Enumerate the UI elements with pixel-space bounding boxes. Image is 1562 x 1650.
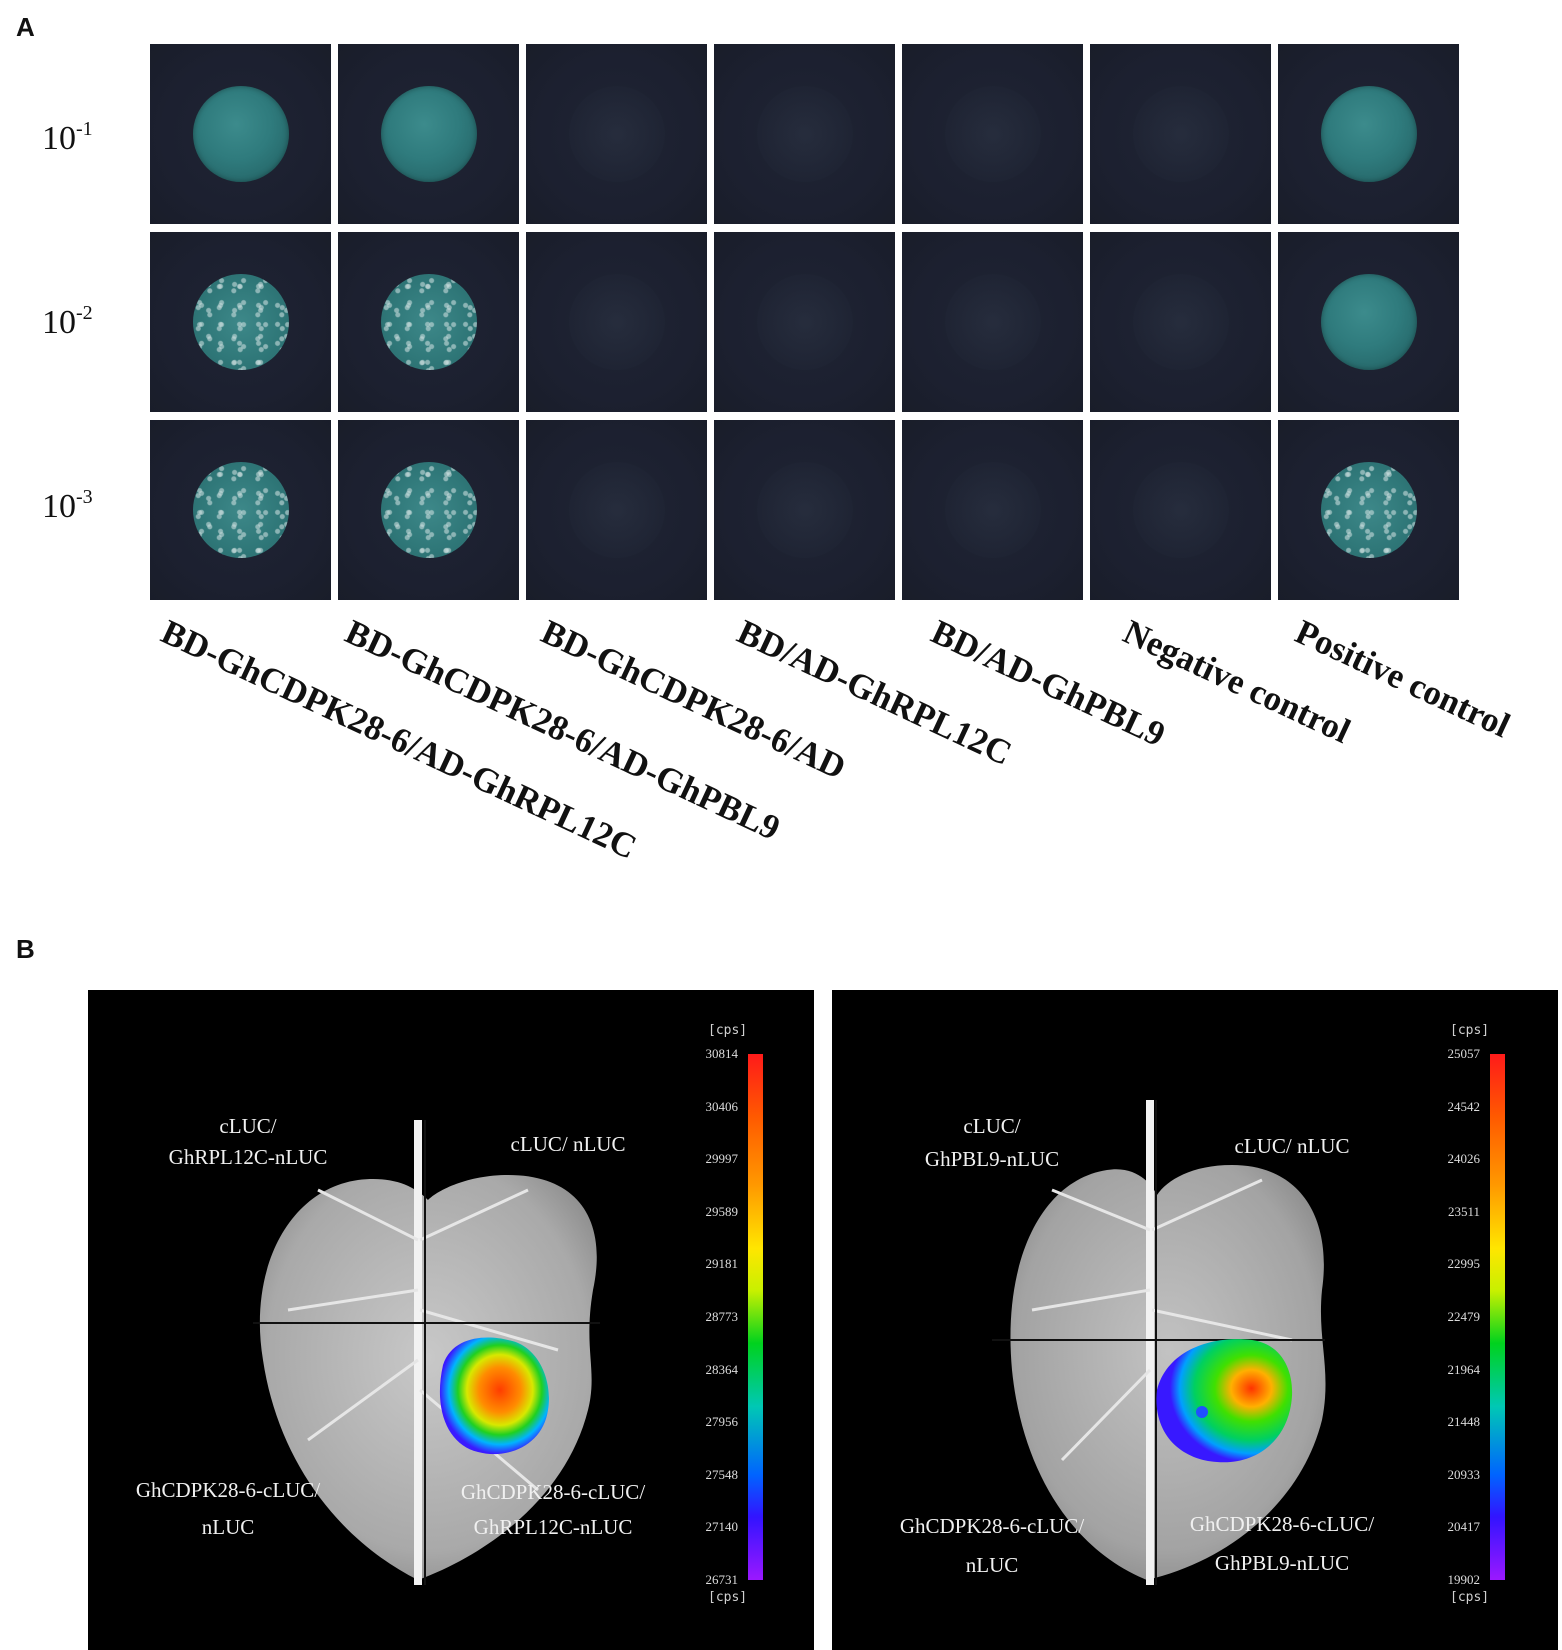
plate-tile [902,420,1083,600]
colorbar-tick-label: 22479 [1447,1309,1481,1324]
yeast-spot [757,462,853,558]
colorbar-tick-label: 20417 [1447,1519,1481,1535]
plate-tile [150,232,331,412]
plate-tile [1278,420,1459,600]
plate-tile [902,44,1083,224]
colorbar-tick-label: 23511 [1447,1203,1480,1219]
colorbar-unit-bottom: [cps] [708,1590,748,1605]
plate-tile [338,420,519,600]
panel-a-letter: A [16,12,35,42]
colorbar-tick-label: 30814 [705,1046,739,1061]
plate-tile [714,232,895,412]
colorbar-tick-label: 22995 [1447,1256,1481,1272]
yeast-spot [193,274,289,370]
colorbar-tick-label: 29589 [705,1203,739,1219]
colorbar-tick-label: 21964 [1447,1361,1481,1377]
plate-tile [338,232,519,412]
plate-tile [526,420,707,600]
luminescence-image-left: cLUC/GhRPL12C-nLUC cLUC/ nLUC GhCDPK28-6… [88,990,814,1650]
colorbar-tick-label: 24026 [1447,1151,1481,1167]
colorbar-tick-label: 20933 [1447,1466,1481,1482]
plate-tile [1278,232,1459,412]
colorbar-tick-label: 27140 [705,1519,739,1535]
label-top-right: cLUC/ nLUC [1234,1134,1350,1158]
plate-tile [1090,232,1271,412]
label-top-right: cLUC/ nLUC [510,1132,626,1156]
plate-tile [150,420,331,600]
yeast-spot [381,86,477,182]
label-bottom-left: GhCDPK28-6-cLUC/nLUC [899,1514,1085,1577]
colorbar-tick-label: 24542 [1447,1098,1481,1114]
yeast-spot [757,274,853,370]
yeast-spot [381,274,477,370]
yeast-spot [1133,462,1229,558]
yeast-spot [193,86,289,182]
plate-tile [714,420,895,600]
yeast-spot [945,274,1041,370]
plate-tile [526,44,707,224]
leaf-image-right [992,1100,1326,1585]
plate-tile [1278,44,1459,224]
colorbar-tick-label: 29997 [705,1151,739,1167]
leaf-image-left [253,1120,600,1585]
dilution-label-3: 10-3 [42,486,93,525]
label-top-left: cLUC/GhRPL12C-nLUC [168,1114,328,1169]
colorbar-unit-top: [cps] [708,1023,748,1038]
plate-tile [714,44,895,224]
dilution-label-2: 10-2 [42,302,93,341]
yeast-spot [1321,274,1417,370]
colorbar-tick-label: 26731 [705,1572,739,1587]
panel-b-letter: B [16,934,35,964]
yeast-spot [945,462,1041,558]
label-top-left: cLUC/GhPBL9-nLUC [924,1114,1060,1171]
yeast-spot [193,462,289,558]
yeast-spot [569,86,665,182]
label-bottom-right: GhCDPK28-6-cLUC/GhPBL9-nLUC [1189,1512,1375,1575]
plate-tile [526,232,707,412]
plate-tile [338,44,519,224]
yeast-spot [569,462,665,558]
yeast-spot [757,86,853,182]
plate-tile [1090,420,1271,600]
colorbar-tick-label: 21448 [1447,1414,1481,1430]
colorbar-tick-label: 30406 [705,1098,739,1114]
yeast-spot [1133,274,1229,370]
yeast-two-hybrid-grid [150,44,1462,604]
label-bottom-left: GhCDPK28-6-cLUC/nLUC [135,1478,321,1539]
yeast-spot [1133,86,1229,182]
yeast-spot [381,462,477,558]
colorbar-unit-bottom: [cps] [1450,1590,1490,1605]
dilution-label-1: 10-1 [42,118,93,157]
colorbar-tick-label: 27956 [705,1414,739,1430]
plate-tile [1090,44,1271,224]
luminescence-image-right: cLUC/GhPBL9-nLUC cLUC/ nLUC GhCDPK28-6-c… [832,990,1558,1650]
yeast-spot [1321,462,1417,558]
yeast-spot [569,274,665,370]
yeast-spot [1321,86,1417,182]
yeast-spot [945,86,1041,182]
colorbar-unit-top: [cps] [1450,1023,1490,1038]
colorbar-tick-label: 19902 [1447,1572,1481,1587]
plate-tile [150,44,331,224]
colorbar-tick-label: 28773 [705,1309,739,1324]
colorbar-tick-label: 29181 [705,1256,739,1272]
colorbar-right [1490,1054,1505,1580]
colorbar-tick-label: 25057 [1447,1046,1481,1061]
colorbar-tick-label: 28364 [705,1361,739,1377]
label-bottom-right: GhCDPK28-6-cLUC/GhRPL12C-nLUC [460,1480,646,1539]
plate-tile [902,232,1083,412]
colorbar-left [748,1054,763,1580]
colorbar-tick-label: 27548 [705,1466,739,1482]
